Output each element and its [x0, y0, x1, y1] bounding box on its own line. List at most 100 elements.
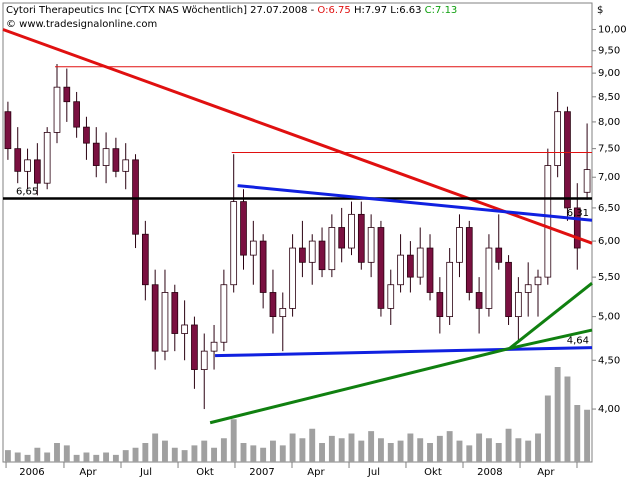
- candle-body: [485, 247, 493, 309]
- candle-body: [436, 292, 444, 318]
- volume-bar: [476, 433, 483, 462]
- volume-bar: [387, 443, 394, 462]
- volume-bar: [554, 367, 561, 462]
- candle-body: [122, 159, 130, 172]
- candle-body: [397, 254, 404, 286]
- candle-body: [505, 261, 512, 318]
- volume-bar: [34, 447, 41, 462]
- volume-bar: [152, 433, 159, 462]
- volume-bar: [93, 454, 100, 462]
- candle-body: [475, 292, 483, 309]
- volume-bar: [525, 440, 532, 462]
- candle-body: [338, 227, 346, 249]
- candle-body: [564, 111, 571, 209]
- volume-bar: [446, 431, 453, 462]
- volume-bar: [495, 443, 502, 462]
- candle-body: [63, 86, 71, 103]
- volume-bar: [377, 438, 384, 462]
- volume-bar: [211, 447, 218, 462]
- header-close: C:7.13: [425, 5, 458, 16]
- candle-body: [73, 101, 80, 128]
- volume-bar: [456, 440, 463, 462]
- y-tick-label: 6,00: [598, 236, 620, 247]
- header: Cytori Therapeutics Inc [CYTX NAS Wöchen…: [6, 5, 457, 16]
- volume-bar: [544, 395, 551, 462]
- volume-bar: [485, 438, 492, 462]
- volume-bar: [309, 428, 316, 462]
- candle-body: [14, 148, 22, 172]
- trend-line: [215, 346, 593, 358]
- candle-body: [416, 247, 424, 278]
- candle-body: [249, 240, 257, 256]
- trendline-layer: 6,65 6,31 4,64: [2, 28, 593, 425]
- volume-bar: [466, 445, 473, 462]
- volume-bar: [574, 405, 581, 462]
- candle-body: [583, 169, 591, 193]
- volume-bar: [338, 438, 345, 462]
- candle-body: [465, 227, 473, 293]
- y-tick-label: 6,50: [598, 203, 620, 214]
- volume-bar: [44, 452, 51, 462]
- x-tick-label: 2007: [249, 467, 274, 478]
- candle-body: [328, 227, 336, 271]
- candle-body: [171, 292, 179, 334]
- y-unit: $: [597, 5, 603, 16]
- candle-body: [446, 261, 454, 318]
- candle-body: [210, 341, 218, 352]
- volume-bar: [191, 445, 198, 462]
- level-label: 6,31: [567, 208, 589, 219]
- y-tick-label: 8,00: [598, 117, 620, 128]
- volume-bar: [132, 447, 139, 462]
- candle-body: [220, 284, 228, 343]
- candle-body: [102, 148, 110, 166]
- volume-bar: [436, 435, 443, 462]
- volume-layer: [4, 367, 591, 462]
- y-tick-label: 7,50: [598, 144, 620, 155]
- candle-body: [34, 159, 41, 184]
- volume-bar: [171, 447, 178, 462]
- volume-bar: [162, 440, 168, 462]
- volume-bar: [260, 447, 267, 462]
- candle-body: [318, 240, 326, 271]
- volume-bar: [220, 438, 227, 462]
- candle-body: [387, 284, 395, 309]
- candle-body: [200, 350, 208, 370]
- volume-bar: [319, 443, 325, 462]
- trend-line: [2, 28, 593, 245]
- candle-body: [299, 247, 306, 263]
- volume-bar: [103, 452, 110, 462]
- candle-body: [524, 284, 532, 293]
- candle-body: [92, 142, 100, 166]
- candle-layer: [4, 64, 591, 410]
- x-tick-label: Okt: [424, 467, 442, 478]
- level-label: 4,64: [567, 336, 589, 347]
- y-tick-label: 5,00: [598, 312, 620, 323]
- candle-body: [456, 227, 463, 263]
- candle-body: [279, 308, 287, 318]
- candle-body: [43, 131, 51, 184]
- volume-bar: [427, 443, 433, 462]
- candle-body: [151, 284, 159, 352]
- candle-body: [544, 165, 552, 278]
- y-tick-label: 5,50: [598, 272, 620, 283]
- y-tick-label: 9,00: [598, 68, 620, 79]
- y-tick-label: 7,00: [598, 172, 620, 183]
- volume-bar: [417, 438, 424, 462]
- x-tick-label: Jul: [367, 467, 380, 478]
- volume-bar: [240, 443, 247, 462]
- volume-bar: [63, 445, 70, 462]
- candle-body: [161, 292, 169, 352]
- volume-bar: [368, 431, 375, 462]
- trend-line: [508, 282, 593, 350]
- volume-bar: [83, 452, 90, 462]
- candle-body: [240, 201, 247, 256]
- candle-body: [407, 254, 414, 278]
- candle-body: [112, 148, 120, 172]
- volume-bar: [564, 376, 571, 462]
- volume-bar: [505, 428, 512, 462]
- volume-bar: [24, 454, 31, 462]
- x-tick-label: Jul: [139, 467, 152, 478]
- candle-body: [308, 240, 316, 263]
